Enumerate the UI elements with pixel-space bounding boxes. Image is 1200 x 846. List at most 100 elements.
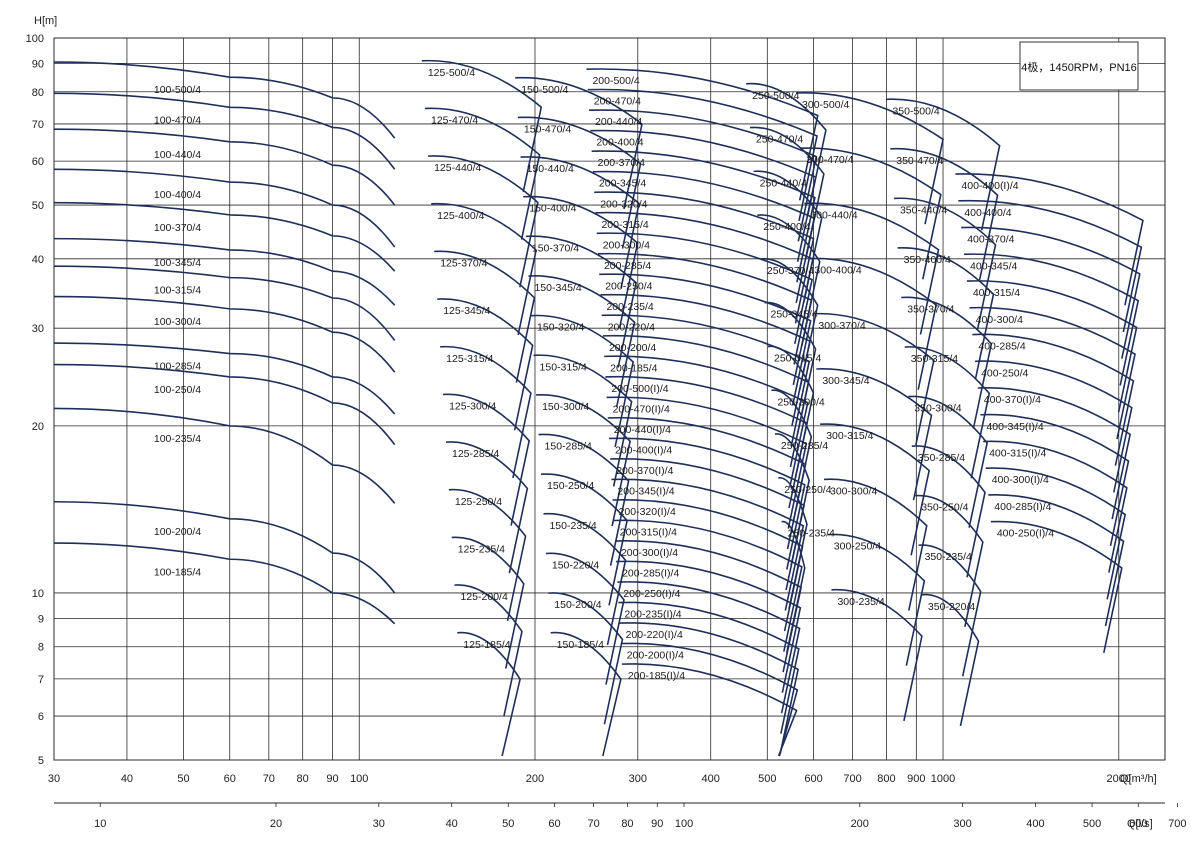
curve-250-345/4 — [764, 301, 817, 435]
y-tick-label: 5 — [38, 755, 44, 767]
x-tick-label: 40 — [121, 773, 133, 785]
series-label: 350-370/4 — [907, 304, 954, 316]
series-label: 350-300/4 — [914, 403, 961, 415]
series-label: 300-235/4 — [837, 596, 884, 608]
series-label: 200-370(I)/4 — [616, 465, 673, 477]
curve-250-300/4 — [771, 389, 813, 522]
series-label: 200-440/4 — [595, 116, 642, 128]
x-tick-label: 2000 — [1107, 773, 1131, 785]
curve-200-185/4 — [604, 355, 809, 488]
x-tick-label: 70 — [263, 773, 275, 785]
curve-200-285/4 — [597, 252, 813, 386]
series-label: 150-320/4 — [537, 322, 584, 334]
series-label: 250-345/4 — [770, 309, 817, 321]
series-label: 125-470/4 — [431, 114, 478, 126]
series-label: 400-400/4 — [964, 207, 1011, 219]
curve-200-320(I)/4 — [612, 499, 804, 632]
curve-100-500/4 — [53, 61, 396, 139]
curve-300-370/4 — [812, 312, 935, 446]
curve-100-315/4 — [53, 265, 396, 342]
curve-100-400/4 — [53, 168, 396, 248]
x2-tick-label: 600 — [1129, 818, 1147, 830]
series-label: 100-400/4 — [154, 189, 201, 201]
series-label: 150-285/4 — [545, 441, 592, 453]
curve-200-315/4 — [595, 211, 814, 345]
series-label: 125-300/4 — [449, 400, 496, 412]
series-label: 200-235/4 — [606, 301, 653, 313]
series-label: 200-440(I)/4 — [614, 424, 671, 436]
curve-400-400(I)/4 — [955, 173, 1144, 306]
curve-layer — [53, 59, 1144, 757]
curve-150-235/4 — [543, 512, 627, 646]
curve-150-220/4 — [545, 552, 625, 685]
x-tick-label: 90 — [326, 773, 338, 785]
axis-layer: 30 40 50 60 70 80 90 100 200 300 400 500 600 700 800 90… — [26, 33, 1187, 830]
curve-350-440/4 — [893, 197, 997, 330]
series-label: 150-440/4 — [527, 163, 574, 175]
curve-200-500(I)/4 — [605, 375, 808, 509]
curve-200-250/4 — [599, 273, 812, 406]
curve-100-235/4 — [53, 407, 396, 504]
series-label: 300-370/4 — [818, 320, 865, 332]
curve-250-315/4 — [767, 345, 815, 478]
y-axis-label: H[m] — [34, 15, 57, 27]
curve-125-470/4 — [424, 107, 541, 240]
curve-125-440/4 — [428, 155, 539, 288]
curve-350-250/4 — [915, 494, 984, 627]
curve-100-440/4 — [53, 128, 396, 206]
curve-400-250/4 — [975, 360, 1133, 493]
curve-200-300(I)/4 — [614, 540, 803, 673]
curve-150-440/4 — [520, 156, 640, 289]
curve-200-440/4 — [589, 109, 818, 242]
curve-300-345/4 — [816, 368, 933, 501]
x2-tick-label: 30 — [373, 818, 385, 830]
x2-tick-label: 10 — [94, 818, 106, 830]
x-tick-label: 200 — [526, 773, 544, 785]
series-label: 125-315/4 — [446, 353, 493, 365]
series-label: 350-285/4 — [918, 452, 965, 464]
curve-300-470/4 — [800, 147, 942, 280]
curve-200-250(I)/4 — [617, 581, 801, 714]
curve-150-285/4 — [538, 433, 630, 566]
curve-150-250/4 — [540, 473, 628, 606]
series-label: 200-400(I)/4 — [615, 444, 672, 456]
y-tick-label: 7 — [38, 674, 44, 686]
series-label: 300-250/4 — [834, 541, 881, 553]
curve-200-470/4 — [587, 88, 818, 221]
series-label: 250-300/4 — [777, 396, 824, 408]
series-label: 100-300/4 — [154, 316, 201, 328]
y-tick-label: 60 — [32, 156, 44, 168]
series-label: 400-250(I)/4 — [997, 528, 1054, 540]
x-tick-label: 60 — [224, 773, 236, 785]
curve-400-285/4 — [972, 333, 1135, 466]
curve-200-200/4 — [602, 334, 810, 468]
series-label: 200-320/4 — [600, 198, 647, 210]
series-label: 400-400(I)/4 — [961, 180, 1018, 192]
series-label: 400-285/4 — [978, 341, 1025, 353]
curve-400-250(I)/4 — [990, 520, 1123, 653]
curve-350-470/4 — [890, 147, 999, 281]
curve-200-285(I)/4 — [616, 560, 802, 693]
curve-150-185/4 — [550, 631, 622, 757]
x-tick-label: 30 — [48, 773, 60, 785]
series-label: 150-345/4 — [534, 282, 581, 294]
series-label: 200-300(I)/4 — [621, 547, 678, 559]
curve-400-300/4 — [969, 306, 1136, 440]
y-tick-label: 10 — [32, 588, 44, 600]
series-label: 200-285(I)/4 — [622, 568, 679, 580]
y-tick-label: 50 — [32, 200, 44, 212]
series-label: 200-320(I)/4 — [619, 506, 676, 518]
series-label: 125-440/4 — [434, 162, 481, 174]
curve-400-315/4 — [966, 280, 1138, 413]
curve-100-300/4 — [53, 295, 396, 373]
series-label: 125-200/4 — [461, 591, 508, 603]
curve-100-345/4 — [53, 237, 396, 306]
series-label: 300-345/4 — [822, 375, 869, 387]
curve-400-315(I)/4 — [983, 440, 1128, 573]
series-label: 200-400/4 — [596, 137, 643, 149]
series-label: 350-400/4 — [904, 254, 951, 266]
series-label: 125-235/4 — [458, 543, 505, 555]
curve-250-285/4 — [774, 433, 810, 566]
series-label: 200-470(I)/4 — [613, 403, 670, 415]
series-label: 400-315/4 — [973, 287, 1020, 299]
